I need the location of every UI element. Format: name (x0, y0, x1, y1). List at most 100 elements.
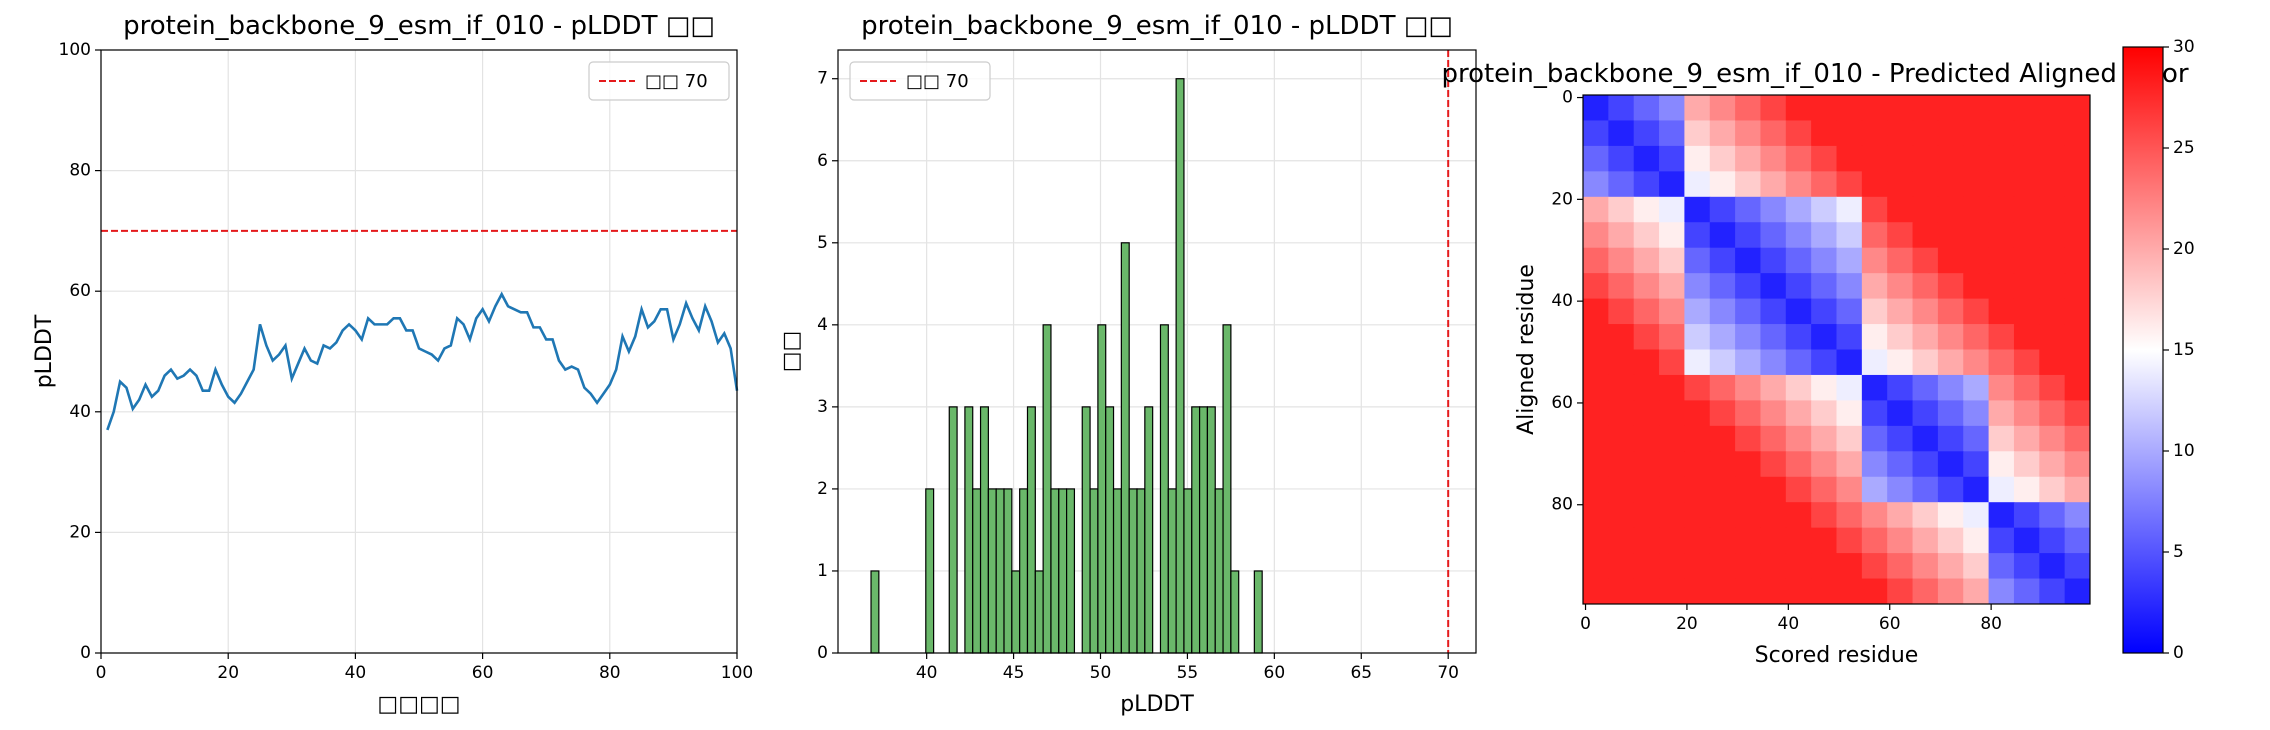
heatmap-cell (2013, 374, 2040, 401)
heatmap-cell (1811, 324, 1837, 350)
heatmap-cell (1887, 425, 1914, 452)
heatmap-cell (1583, 425, 1609, 452)
heatmap-cell (1583, 298, 1609, 325)
bar (1003, 488, 1013, 654)
heatmap-cell (1659, 145, 1685, 172)
heatmap-cell (1861, 196, 1888, 223)
heatmap-cell (1735, 400, 1761, 427)
heatmap-cell (1937, 298, 1964, 325)
heatmap-cell (1861, 527, 1888, 554)
heatmap-cell (1963, 553, 1990, 580)
y-tick-label: 0 (80, 643, 91, 663)
x-tick-label: 45 (1003, 663, 1025, 683)
heatmap-cell (1811, 349, 1837, 376)
x-tick-label: 65 (1350, 663, 1372, 683)
heatmap-cell (1659, 273, 1685, 300)
x-tick-label: 40 (916, 663, 938, 683)
heatmap-cell (1608, 145, 1635, 172)
x-tick-label: 0 (1580, 614, 1591, 634)
heatmap-cell (1659, 95, 1685, 121)
heatmap-cell (1659, 247, 1685, 274)
heatmap-cell (1608, 578, 1635, 605)
heatmap-cell (2013, 247, 2040, 274)
heatmap-cell (2039, 578, 2066, 605)
heatmap-cell (1583, 476, 1609, 503)
heatmap-cell (1836, 451, 1863, 478)
heatmap-cell (1583, 502, 1609, 529)
heatmap-cell (1709, 196, 1736, 223)
heatmap-cell (2039, 476, 2066, 503)
heatmap-cell (1608, 171, 1635, 198)
heatmap-cell (1709, 298, 1736, 325)
heatmap-cell (1988, 171, 2015, 198)
heatmap-cell (2013, 349, 2040, 376)
heatmap-cell (1912, 222, 1939, 249)
heatmap-cell (1937, 222, 1964, 249)
bar (1230, 570, 1240, 654)
bar (1105, 406, 1115, 654)
heatmap-cell (1836, 502, 1863, 529)
heatmap-cell (1709, 527, 1736, 554)
heatmap-cell (1887, 400, 1914, 427)
heatmap-cell (1912, 171, 1939, 198)
heatmap-cell (1912, 400, 1939, 427)
heatmap-cell (1608, 222, 1635, 249)
heatmap-cell (1937, 400, 1964, 427)
bar (1206, 406, 1216, 654)
heatmap-cell (1963, 120, 1990, 147)
heatmap-cell (1760, 324, 1787, 350)
heatmap-cell (1684, 120, 1711, 147)
heatmap-cell (1633, 476, 1660, 503)
heatmap-cell (2013, 527, 2040, 554)
heatmap-cell (1735, 374, 1761, 401)
y-axis-label: □□ (779, 331, 804, 373)
heatmap-cell (1912, 425, 1939, 452)
x-tick-label: 100 (721, 663, 753, 683)
heatmap-cell (1937, 527, 1964, 554)
heatmap-cell (1887, 374, 1914, 401)
heatmap-cell (1988, 476, 2015, 503)
heatmap-cell (1684, 196, 1711, 223)
heatmap-cell (1659, 451, 1685, 478)
heatmap-cell (1608, 324, 1635, 350)
heatmap-cell (1861, 145, 1888, 172)
heatmap-cell (2013, 171, 2040, 198)
x-tick-label: 60 (1264, 663, 1286, 683)
heatmap-cell (1709, 171, 1736, 198)
heatmap-cell (1633, 349, 1660, 376)
heatmap-cell (1988, 400, 2015, 427)
y-tick-label: 2 (817, 479, 828, 499)
heatmap-cell (1583, 578, 1609, 605)
chart-title: protein_backbone_9_esm_if_010 - Predicte… (1441, 59, 2188, 89)
heatmap-cell (1760, 273, 1787, 300)
heatmap-cell (2039, 400, 2066, 427)
heatmap-cell (1887, 324, 1914, 350)
bar (995, 488, 1005, 654)
y-tick-label: 60 (1551, 393, 1573, 413)
heatmap-cell (2039, 374, 2066, 401)
heatmap-cell (1608, 476, 1635, 503)
heatmap-cell (1684, 273, 1711, 300)
heatmap-cell (1633, 324, 1660, 350)
heatmap-cell (1633, 171, 1660, 198)
heatmap-cell (1811, 222, 1837, 249)
heatmap-cell (1735, 145, 1761, 172)
colorbar-tick-label: 25 (2173, 138, 2195, 158)
heatmap-cell (1836, 273, 1863, 300)
heatmap-cell (1963, 298, 1990, 325)
y-tick-label: 3 (817, 397, 828, 417)
heatmap-cell (1988, 374, 2015, 401)
heatmap-cell (1785, 298, 1812, 325)
heatmap-cell (1963, 247, 1990, 274)
heatmap-cell (2064, 273, 2091, 300)
heatmap-cell (1785, 553, 1812, 580)
bar (1011, 570, 1021, 654)
heatmap-cell (2013, 120, 2040, 147)
heatmap-cell (1861, 171, 1888, 198)
x-tick-label: 80 (599, 663, 621, 683)
heatmap-cell (1811, 120, 1837, 147)
heatmap-cell (1937, 273, 1964, 300)
bar (1253, 570, 1263, 654)
heatmap-cell (1785, 400, 1812, 427)
